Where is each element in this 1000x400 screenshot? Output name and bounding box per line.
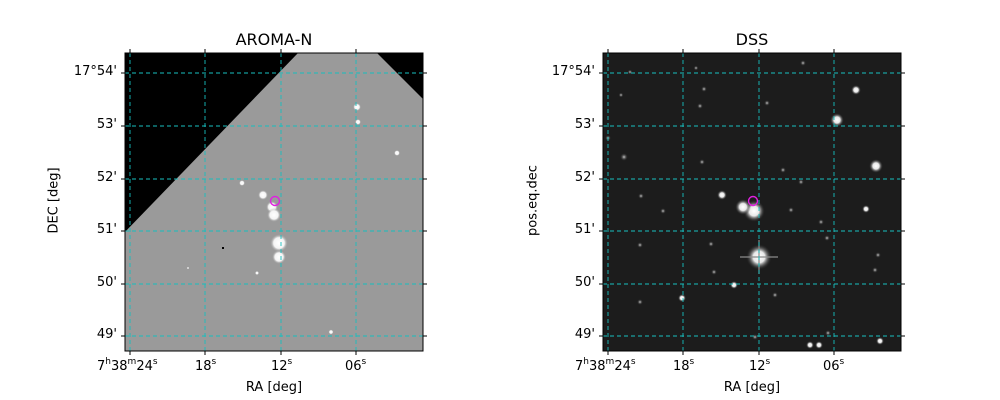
xtick-label: 06s — [823, 357, 845, 374]
star — [187, 267, 189, 269]
dss-xlabel: RA [deg] — [723, 380, 781, 395]
ytick-label: 17°54' — [551, 64, 595, 79]
star — [239, 180, 245, 186]
dss-ylabel: pos.eq.dec — [525, 165, 541, 236]
aroma-title: AROMA-N — [235, 30, 313, 49]
ytick-label: 51' — [96, 222, 117, 237]
star — [752, 334, 758, 340]
xtick-label: 18s — [195, 357, 217, 374]
target-marker — [269, 195, 281, 207]
star — [851, 85, 861, 95]
aroma-panel: AROMA-N — [46, 30, 427, 395]
star — [258, 190, 268, 200]
aroma-grid — [125, 53, 423, 351]
star — [701, 86, 707, 92]
star — [818, 219, 824, 225]
star — [255, 271, 259, 275]
ytick-label: 50' — [574, 275, 595, 290]
xtick-label: 12s — [271, 357, 293, 374]
ytick-label: 52' — [574, 170, 595, 185]
star — [788, 207, 794, 213]
star — [355, 119, 361, 125]
aroma-image-plot — [121, 49, 427, 355]
star — [693, 65, 699, 71]
aroma-ylabel: DEC [deg] — [46, 167, 62, 234]
dss-title: DSS — [735, 30, 769, 49]
star — [872, 267, 878, 273]
star — [876, 337, 884, 345]
star — [824, 235, 830, 241]
star — [708, 241, 714, 247]
star — [800, 60, 806, 66]
star — [730, 281, 738, 289]
star — [627, 69, 633, 75]
star — [270, 234, 288, 252]
star — [815, 341, 823, 349]
xtick-label: 06s — [345, 357, 367, 374]
aroma-xlabel: RA [deg] — [245, 380, 303, 395]
star — [638, 193, 644, 199]
star — [772, 292, 778, 298]
dss-panel: DSS — [478, 0, 978, 400]
star — [272, 250, 286, 264]
star — [637, 299, 643, 305]
star — [618, 92, 624, 98]
star — [825, 330, 831, 336]
ytick-label: 53' — [96, 117, 117, 132]
target-marker — [747, 195, 759, 207]
star — [697, 103, 703, 109]
star — [660, 208, 666, 214]
ytick-label: 49' — [96, 327, 117, 342]
star — [735, 199, 751, 215]
star — [711, 269, 717, 275]
star — [862, 205, 870, 213]
star — [717, 190, 727, 200]
star — [780, 167, 786, 173]
star — [328, 329, 334, 335]
aroma-frame — [124, 52, 424, 352]
star — [806, 341, 814, 349]
xtick-label: 12s — [749, 357, 771, 374]
star — [353, 103, 361, 111]
dead-pixel — [222, 247, 224, 249]
star — [764, 100, 770, 106]
ytick-label: 52' — [96, 170, 117, 185]
star — [637, 242, 643, 248]
ytick-label: 50' — [96, 275, 117, 290]
star — [678, 294, 686, 302]
dss-frame — [602, 52, 902, 352]
star — [869, 159, 883, 173]
star — [267, 208, 281, 222]
ytick-label: 51' — [574, 222, 595, 237]
xtick-label: 18s — [673, 357, 695, 374]
dss-image-plot — [599, 49, 905, 355]
ytick-label: 53' — [574, 117, 595, 132]
xtick-label: 7h38m24s — [97, 357, 158, 374]
star — [620, 153, 628, 161]
star — [798, 179, 804, 185]
star — [875, 252, 881, 258]
star — [699, 159, 705, 165]
dss-grid — [603, 53, 901, 351]
ytick-label: 17°54' — [73, 64, 117, 79]
star — [394, 150, 400, 156]
xtick-label: 7h38m24s — [575, 357, 636, 374]
ytick-label: 49' — [574, 327, 595, 342]
star — [830, 113, 844, 127]
